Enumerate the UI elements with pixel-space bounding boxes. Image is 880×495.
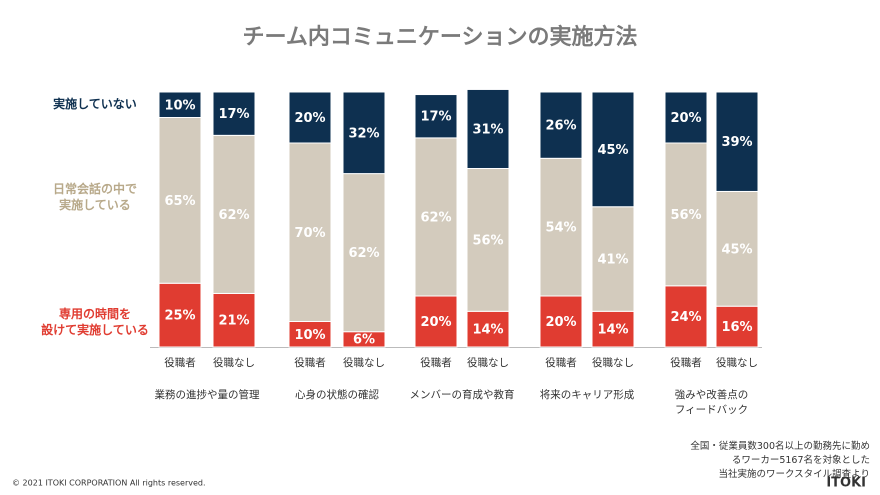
x-tick-label: 役職者 [670,356,702,369]
value-label: 25% [164,309,195,324]
value-label: 45% [721,242,752,257]
bar-segment [664,91,708,144]
x-tick-label: 役職なし [343,356,385,369]
x-tick-label: 役職者 [420,356,452,369]
group-label: 将来のキャリア形成 [539,389,635,401]
value-label: 70% [294,226,325,241]
bar-segment [591,310,635,348]
logo: ITOKI [826,476,866,491]
bar-segment [539,295,583,348]
bar-segment [539,157,583,297]
value-label: 6% [353,333,375,348]
x-tick-label: 役職なし [213,356,255,369]
value-label: 20% [670,111,701,126]
value-label: 62% [348,246,379,261]
bar-segment [288,142,332,322]
value-label: 14% [472,323,503,338]
bar-segment [212,91,256,136]
footnote: 全国・従業員数300名以上の勤務先に勤めるワーカー5167名を対象とした 当社実… [690,441,870,480]
value-label: 14% [597,323,628,338]
value-label: 26% [545,119,576,134]
value-label: 56% [670,208,701,223]
value-label: 32% [348,126,379,141]
bar-segment [158,91,202,118]
value-label: 24% [670,310,701,325]
bar-segment [466,168,510,312]
value-label: 56% [472,233,503,248]
x-tick-label: 役職なし [467,356,509,369]
legend-label: 専用の時間を 設けて実施している [41,307,149,337]
value-label: 65% [164,194,195,209]
value-label: 17% [218,107,249,122]
group-label: 業務の進捗や量の管理 [154,389,260,401]
x-tick-label: 役職なし [716,356,758,369]
value-label: 31% [472,122,503,137]
bar-segment [664,285,708,348]
value-label: 45% [597,143,628,158]
value-label: 20% [545,315,576,330]
value-label: 20% [294,111,325,126]
value-label: 21% [218,314,249,329]
value-label: 10% [294,328,325,343]
bar-segment [466,310,510,348]
group-label: メンバーの育成や教育 [409,389,515,401]
x-tick-label: 役職なし [592,356,634,369]
value-label: 17% [420,110,451,125]
bar-segment [715,305,759,348]
x-tick-label: 役職者 [294,356,326,369]
copyright: © 2021 ITOKI CORPORATION All rights rese… [12,479,206,488]
value-label: 39% [721,135,752,150]
bar-segment [539,91,583,159]
bar-segment [715,91,759,192]
chart-title: チーム内コミュニケーションの実施方法 [243,24,638,50]
value-label: 41% [597,253,628,268]
bar-segment [664,142,708,287]
bar-segment [414,94,458,139]
bar-segment [158,282,202,348]
x-tick-label: 役職者 [545,356,577,369]
bar-segment [591,206,635,312]
value-label: 20% [420,315,451,330]
value-label: 54% [545,221,576,236]
bar-segment [591,91,635,208]
bar-segment [414,137,458,297]
bar-segment [466,88,510,169]
bar-segment [414,295,458,348]
group-label: 強みや改善点の フィードバック [674,389,749,416]
value-label: 62% [218,208,249,223]
bar-segment [288,91,332,144]
legend-label: 実施していない [53,97,137,111]
bar-segment [342,173,386,333]
value-label: 16% [721,320,752,335]
bar-segment [288,321,332,348]
x-tick-label: 役職者 [164,356,196,369]
bar-segment [342,91,386,175]
value-label: 10% [164,98,195,113]
group-label: 心身の状態の確認 [295,389,379,401]
value-label: 62% [420,210,451,225]
legend-label: 日常会話の中で 実施している [52,182,137,212]
